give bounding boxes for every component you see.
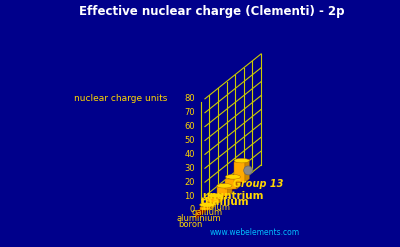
Text: ununtrium: ununtrium <box>202 191 264 201</box>
Ellipse shape <box>208 193 223 198</box>
Text: 30: 30 <box>184 164 195 173</box>
Text: nuclear charge units: nuclear charge units <box>74 94 168 103</box>
Ellipse shape <box>200 203 215 207</box>
Text: Group 13: Group 13 <box>233 179 284 189</box>
Polygon shape <box>196 205 204 219</box>
Text: gallium: gallium <box>192 208 223 217</box>
Ellipse shape <box>226 175 241 179</box>
Text: thallium: thallium <box>200 197 249 207</box>
Text: 40: 40 <box>184 150 195 159</box>
Polygon shape <box>219 194 223 203</box>
Text: 10: 10 <box>184 192 195 201</box>
Text: indium: indium <box>202 203 230 212</box>
Polygon shape <box>204 198 213 212</box>
Polygon shape <box>217 187 228 196</box>
Text: 20: 20 <box>184 178 195 187</box>
Polygon shape <box>208 197 219 203</box>
Text: aluminium: aluminium <box>176 214 221 223</box>
Polygon shape <box>236 175 241 189</box>
Text: 80: 80 <box>184 94 195 103</box>
Ellipse shape <box>234 158 249 163</box>
Text: 70: 70 <box>184 108 195 117</box>
Circle shape <box>244 166 253 175</box>
Polygon shape <box>210 203 215 210</box>
Text: www.webelements.com: www.webelements.com <box>209 228 300 237</box>
Polygon shape <box>200 206 210 210</box>
Polygon shape <box>213 191 222 206</box>
Polygon shape <box>245 159 249 182</box>
Polygon shape <box>230 177 239 192</box>
Text: boron: boron <box>178 220 202 229</box>
Text: 0: 0 <box>190 206 195 214</box>
Polygon shape <box>234 162 245 182</box>
Polygon shape <box>239 170 248 185</box>
Text: 50: 50 <box>184 136 195 145</box>
Polygon shape <box>226 179 236 189</box>
Ellipse shape <box>217 184 232 188</box>
Text: Effective nuclear charge (Clementi) - 2p: Effective nuclear charge (Clementi) - 2p <box>79 5 344 18</box>
Polygon shape <box>228 184 232 196</box>
Polygon shape <box>222 184 230 199</box>
Text: 60: 60 <box>184 122 195 131</box>
